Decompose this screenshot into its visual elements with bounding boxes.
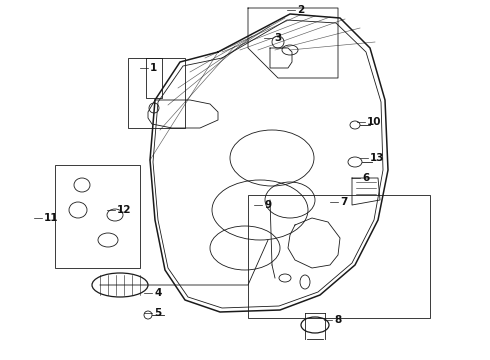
Text: 12: 12 (117, 205, 131, 215)
Bar (128, 58, 185, 128)
Text: 11: 11 (44, 213, 58, 223)
Text: 13: 13 (370, 153, 385, 163)
Bar (248, 195, 430, 318)
Text: 4: 4 (154, 288, 161, 298)
Text: 5: 5 (154, 308, 161, 318)
Text: 7: 7 (340, 197, 347, 207)
Text: 3: 3 (274, 33, 281, 43)
Text: 10: 10 (367, 117, 382, 127)
Text: 9: 9 (264, 200, 271, 210)
Text: 8: 8 (334, 315, 341, 325)
Text: 2: 2 (297, 5, 304, 15)
Text: 1: 1 (150, 63, 157, 73)
Text: 6: 6 (362, 173, 369, 183)
Bar (55, 165, 140, 268)
